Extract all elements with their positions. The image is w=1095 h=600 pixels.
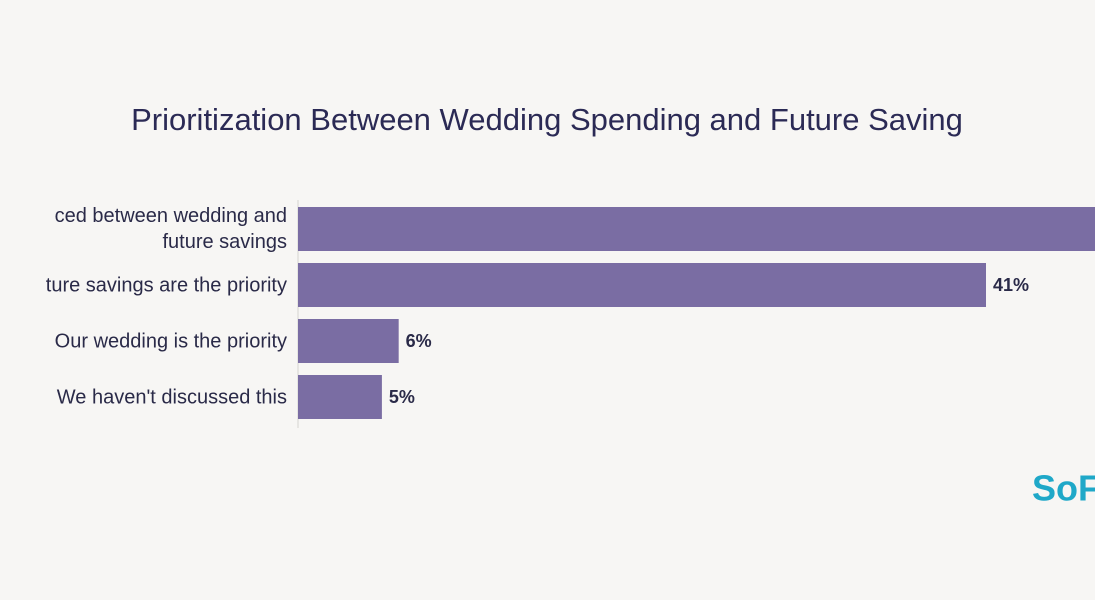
value-label: 5% [389, 387, 415, 407]
bar [298, 375, 382, 419]
value-label: 41% [993, 275, 1029, 295]
category-label: We haven't discussed this [57, 386, 287, 408]
bar [298, 263, 986, 307]
category-label: ced between wedding and future savings [55, 205, 287, 253]
category-label: Our wedding is the priority [55, 330, 287, 352]
logo: SoF [1032, 468, 1095, 509]
bar [298, 319, 399, 363]
chart-title: Prioritization Between Wedding Spending … [131, 102, 963, 137]
value-label: 6% [406, 331, 432, 351]
category-label: ture savings are the priority [46, 274, 287, 296]
bar [298, 207, 1095, 251]
